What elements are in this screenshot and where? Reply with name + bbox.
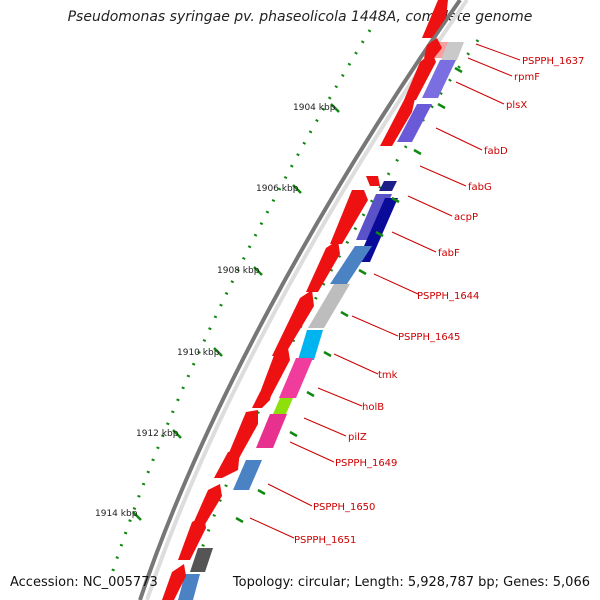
gene-arrow [192, 484, 222, 526]
gene-arrow [162, 564, 186, 600]
gene-label: holB [362, 402, 384, 413]
gene-arrow [422, 0, 448, 38]
strand-marker [413, 148, 422, 156]
leader-line [407, 195, 453, 217]
gene-labels: PSPPH_1637 rpmF plsX fabD fabG acpP fabF… [294, 56, 584, 546]
gene-arrow [380, 94, 416, 146]
strand-markers [235, 66, 463, 524]
band-plsX [422, 60, 456, 98]
gene-arrow [272, 290, 314, 356]
tick-label: 1904 kbp [293, 103, 336, 113]
gene-arrow [258, 348, 290, 398]
band-pspph1649 [256, 414, 287, 448]
band-pspph1650 [233, 460, 262, 490]
band-pilZ [273, 398, 293, 414]
band-acpP [379, 181, 397, 191]
gene-arrow [214, 450, 240, 478]
leader-line [475, 43, 521, 61]
strand-marker [375, 230, 384, 238]
topology-text: Topology: circular; Length: 5,928,787 bp… [232, 575, 590, 590]
tick-label: 1912 kbp [136, 429, 179, 439]
strand-marker [323, 350, 332, 358]
leader-line [373, 273, 419, 295]
gene-label: fabD [484, 146, 508, 157]
tick-label: 1910 kbp [177, 348, 220, 358]
leader-line [467, 57, 513, 77]
gene-label: fabF [438, 248, 460, 259]
gene-arrow [226, 410, 258, 460]
strand-marker [437, 102, 446, 110]
gene-label: acpP [454, 212, 478, 223]
leader-line [317, 387, 363, 407]
inner-ring [183, 39, 480, 600]
tick-label: 1914 kbp [95, 509, 138, 519]
tick-mark [213, 347, 223, 357]
gene-arrow [178, 516, 206, 560]
gene-arrow [252, 390, 272, 408]
leader-line [303, 417, 347, 437]
gene-label: tmk [378, 370, 398, 381]
leader-line [391, 231, 437, 253]
backbone-inner [145, 0, 469, 600]
tick-mark [172, 429, 182, 439]
strand-marker [454, 66, 463, 74]
strand-marker [340, 310, 349, 318]
strand-marker [257, 488, 266, 496]
strand-marker [289, 430, 298, 438]
leader-line [267, 483, 313, 507]
gene-label: plsX [506, 100, 527, 111]
leader-line [419, 165, 467, 187]
gene-label: pilZ [348, 432, 367, 443]
strand-marker [235, 516, 244, 524]
leader-line [333, 353, 379, 375]
band-fabD [397, 104, 432, 142]
gene-arrows [162, 0, 448, 600]
gene-arrow [366, 176, 380, 186]
band-pspph1644 [330, 246, 372, 284]
band-tmk [298, 330, 323, 360]
tick-mark [330, 103, 340, 113]
gene-label: PSPPH_1651 [294, 535, 356, 546]
gene-label: PSPPH_1644 [417, 291, 479, 302]
gene-label: fabG [468, 182, 492, 193]
band-gray [190, 548, 213, 572]
leader-line [435, 127, 483, 151]
scale-ticks [132, 103, 340, 521]
leader-line [351, 315, 399, 337]
backbone-outer [138, 0, 462, 600]
band-rpmF [441, 42, 464, 60]
tick-mark [132, 511, 142, 521]
tick-label: 1906 kbp [256, 184, 299, 194]
gene-label: PSPPH_1650 [313, 502, 375, 513]
gene-arrow [404, 52, 436, 100]
gene-label: PSPPH_1649 [335, 458, 397, 469]
tick-mark [292, 184, 302, 194]
strand-marker [391, 196, 400, 204]
map-title: Pseudomonas syringae pv. phaseolicola 14… [67, 9, 533, 25]
leader-line [249, 517, 295, 539]
leader-line [289, 441, 335, 463]
strand-marker [358, 268, 367, 276]
gene-label: PSPPH_1637 [522, 56, 584, 67]
scale-labels: 1904 kbp 1906 kbp 1908 kbp 1910 kbp 1912… [95, 103, 336, 519]
gene-arrow [424, 38, 442, 58]
tick-label: 1908 kbp [217, 266, 260, 276]
feature-bands [178, 42, 464, 600]
accession-text: Accession: NC_005773 [10, 575, 158, 590]
gene-arrow [330, 190, 368, 244]
strand-marker [306, 390, 315, 398]
gene-label: rpmF [514, 72, 540, 83]
band-holB [279, 358, 313, 398]
leader-lines [249, 43, 521, 539]
band-pspph1645 [308, 284, 350, 328]
tick-mark [253, 266, 263, 276]
leader-line [455, 81, 505, 105]
gene-arrow [306, 240, 340, 292]
gene-label: PSPPH_1645 [398, 332, 460, 343]
